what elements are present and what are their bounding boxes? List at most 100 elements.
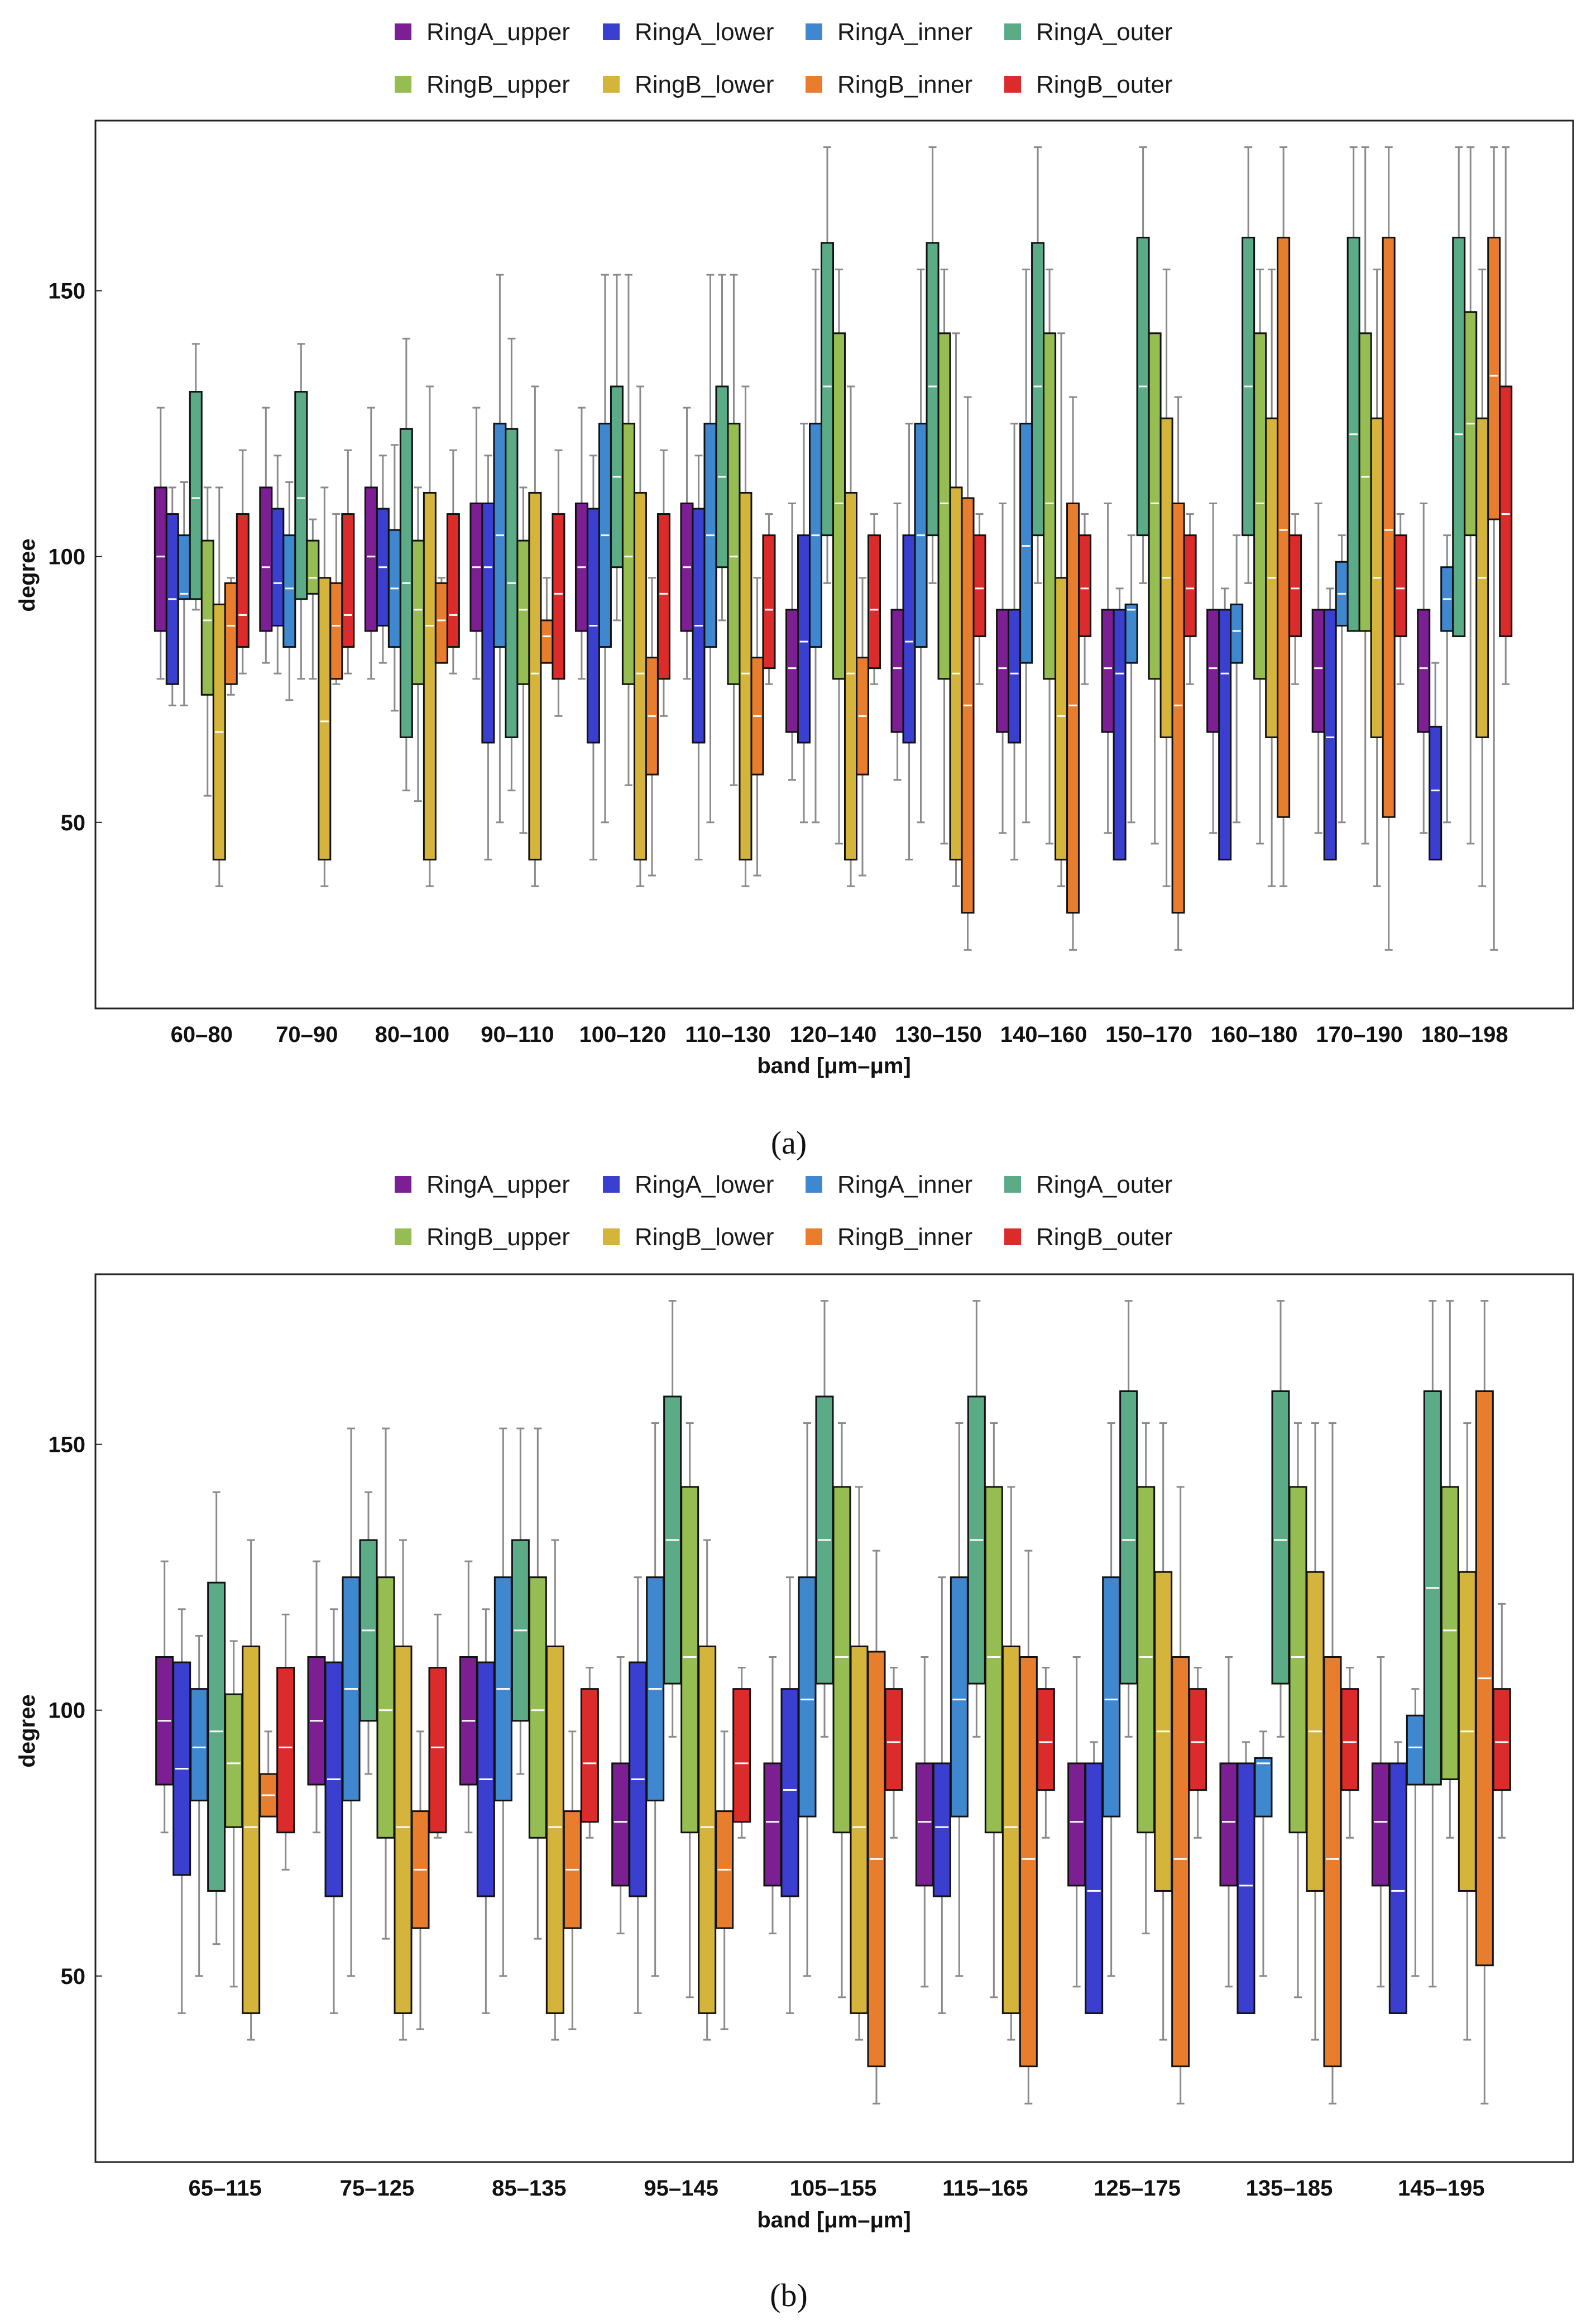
plot-marks: 50 100 150 65–115 75–125 85–135 95–145 105–155 1… <box>48 1300 1511 2201</box>
legend-swatch <box>1004 23 1021 40</box>
box-body <box>190 1688 209 1802</box>
legend-label: RingA_upper <box>426 18 570 46</box>
box-body <box>446 513 460 648</box>
box-ringa-upper <box>469 407 483 680</box>
box-ringa-lower <box>1218 587 1232 860</box>
box-body <box>698 1645 717 2014</box>
box-ringa-outer <box>1242 146 1255 584</box>
legend-item-ringa-outer: RingA_outer <box>1004 18 1173 46</box>
box-ringa-upper <box>1206 503 1220 834</box>
box-body <box>984 1486 1003 1834</box>
box-ringb-outer <box>446 449 460 675</box>
box-body <box>1218 609 1232 860</box>
box-ringa-lower <box>172 1608 191 2014</box>
box-ringb-lower <box>1370 269 1384 887</box>
box-ringb-lower <box>423 385 437 887</box>
box-body <box>1188 1688 1207 1791</box>
legend-item-ringb-inner: RingB_inner <box>806 1223 972 1251</box>
box-body <box>236 513 250 648</box>
box-body <box>1036 1688 1055 1791</box>
box-ringa-inner <box>493 274 507 824</box>
legend: RingA_upper RingA_lower RingA_inner Ring… <box>395 1171 1173 1251</box>
legend-swatch <box>1004 76 1021 93</box>
box-body <box>200 539 214 696</box>
box-ringb-lower <box>698 1539 717 2041</box>
y-tick-label: 50 <box>61 811 86 835</box>
box-ringb-inner <box>434 577 448 664</box>
box-ringa-lower <box>1008 423 1022 860</box>
box-body <box>306 539 320 595</box>
box-ringa-upper <box>459 1560 478 1834</box>
box-ringb-inner <box>1066 396 1080 951</box>
y-tick-label: 100 <box>48 1699 85 1723</box>
box-body <box>224 582 238 685</box>
box-body <box>732 1688 751 1823</box>
box-body <box>394 1645 413 2014</box>
box-body <box>224 1693 243 1828</box>
box-body <box>1254 1757 1273 1818</box>
x-tick-label: 100–120 <box>579 1022 667 1047</box>
box-ringa-upper <box>611 1656 630 1935</box>
box-body <box>341 513 355 648</box>
box-ringa-lower <box>1388 1741 1407 2014</box>
box-body <box>868 534 881 670</box>
box-body <box>1171 503 1185 914</box>
box-ringb-inner <box>1171 1486 1190 2105</box>
box-body <box>996 609 1010 733</box>
box-ringa-upper <box>1417 503 1431 834</box>
box-body <box>271 508 285 627</box>
legend-item-ringa-inner: RingA_inner <box>806 1171 972 1198</box>
box-ringa-inner <box>1440 534 1454 824</box>
box-ringb-inner <box>1487 146 1501 951</box>
plot-marks: 50 100 150 60–80 70–90 80–100 90–110 100–120 110… <box>48 146 1513 1047</box>
x-tick-label: 80–100 <box>375 1022 449 1047</box>
box-ringb-outer <box>884 1667 903 1839</box>
box-ringa-inner <box>809 269 822 824</box>
panel-caption: (a) <box>771 1125 807 1161</box>
x-tick-label: 150–170 <box>1105 1022 1192 1047</box>
box-ringa-lower <box>165 486 179 706</box>
box-body <box>411 539 425 685</box>
box-ringb-upper <box>224 1640 243 1988</box>
legend-label: RingA_outer <box>1036 18 1173 46</box>
box-body <box>832 1486 851 1834</box>
box-body <box>1078 534 1092 638</box>
box-body <box>890 609 904 733</box>
box-ringa-inner <box>1102 1422 1121 1977</box>
x-tick-label: 145–195 <box>1398 2176 1485 2201</box>
box-ringa-inner <box>1124 534 1138 824</box>
box-ringa-lower <box>476 1608 495 2014</box>
box-ringa-upper <box>574 407 588 680</box>
box-ringa-lower <box>932 1576 951 2014</box>
box-ringb-lower <box>394 1539 413 2041</box>
box-body <box>739 491 753 860</box>
box-ringb-lower <box>242 1539 261 2041</box>
box-body <box>1452 236 1466 638</box>
x-tick-label: 70–90 <box>276 1022 338 1047</box>
legend-item-ringb-inner: RingB_inner <box>806 71 972 98</box>
x-tick-label: 105–155 <box>790 2176 877 2201</box>
box-body <box>1055 577 1068 860</box>
box-body <box>727 423 741 685</box>
box-ringb-inner <box>1171 396 1185 951</box>
box-body <box>1271 1390 1290 1685</box>
box-ringb-lower <box>545 1539 564 2041</box>
legend-label: RingB_outer <box>1036 71 1173 98</box>
chart-panel-b: RingA_upper RingA_lower RingA_inner Ring… <box>15 1171 1574 2313</box>
box-body <box>276 1667 295 1834</box>
box-body <box>1119 1390 1138 1685</box>
legend-swatch <box>603 1176 620 1193</box>
legend-label: RingB_inner <box>837 71 972 98</box>
box-body <box>762 534 776 670</box>
box-ringa-outer <box>663 1300 682 1738</box>
box-body <box>294 391 308 600</box>
box-ringb-upper <box>376 1427 395 1940</box>
box-ringa-lower <box>481 455 495 860</box>
box-body <box>633 491 647 860</box>
box-ringb-outer <box>341 449 355 675</box>
box-ringb-inner <box>1019 1550 1038 2105</box>
box-body <box>242 1645 261 2014</box>
box-ringb-outer <box>1188 1667 1207 1839</box>
box-body <box>1085 1762 1104 2014</box>
legend-label: RingB_inner <box>837 1223 972 1251</box>
